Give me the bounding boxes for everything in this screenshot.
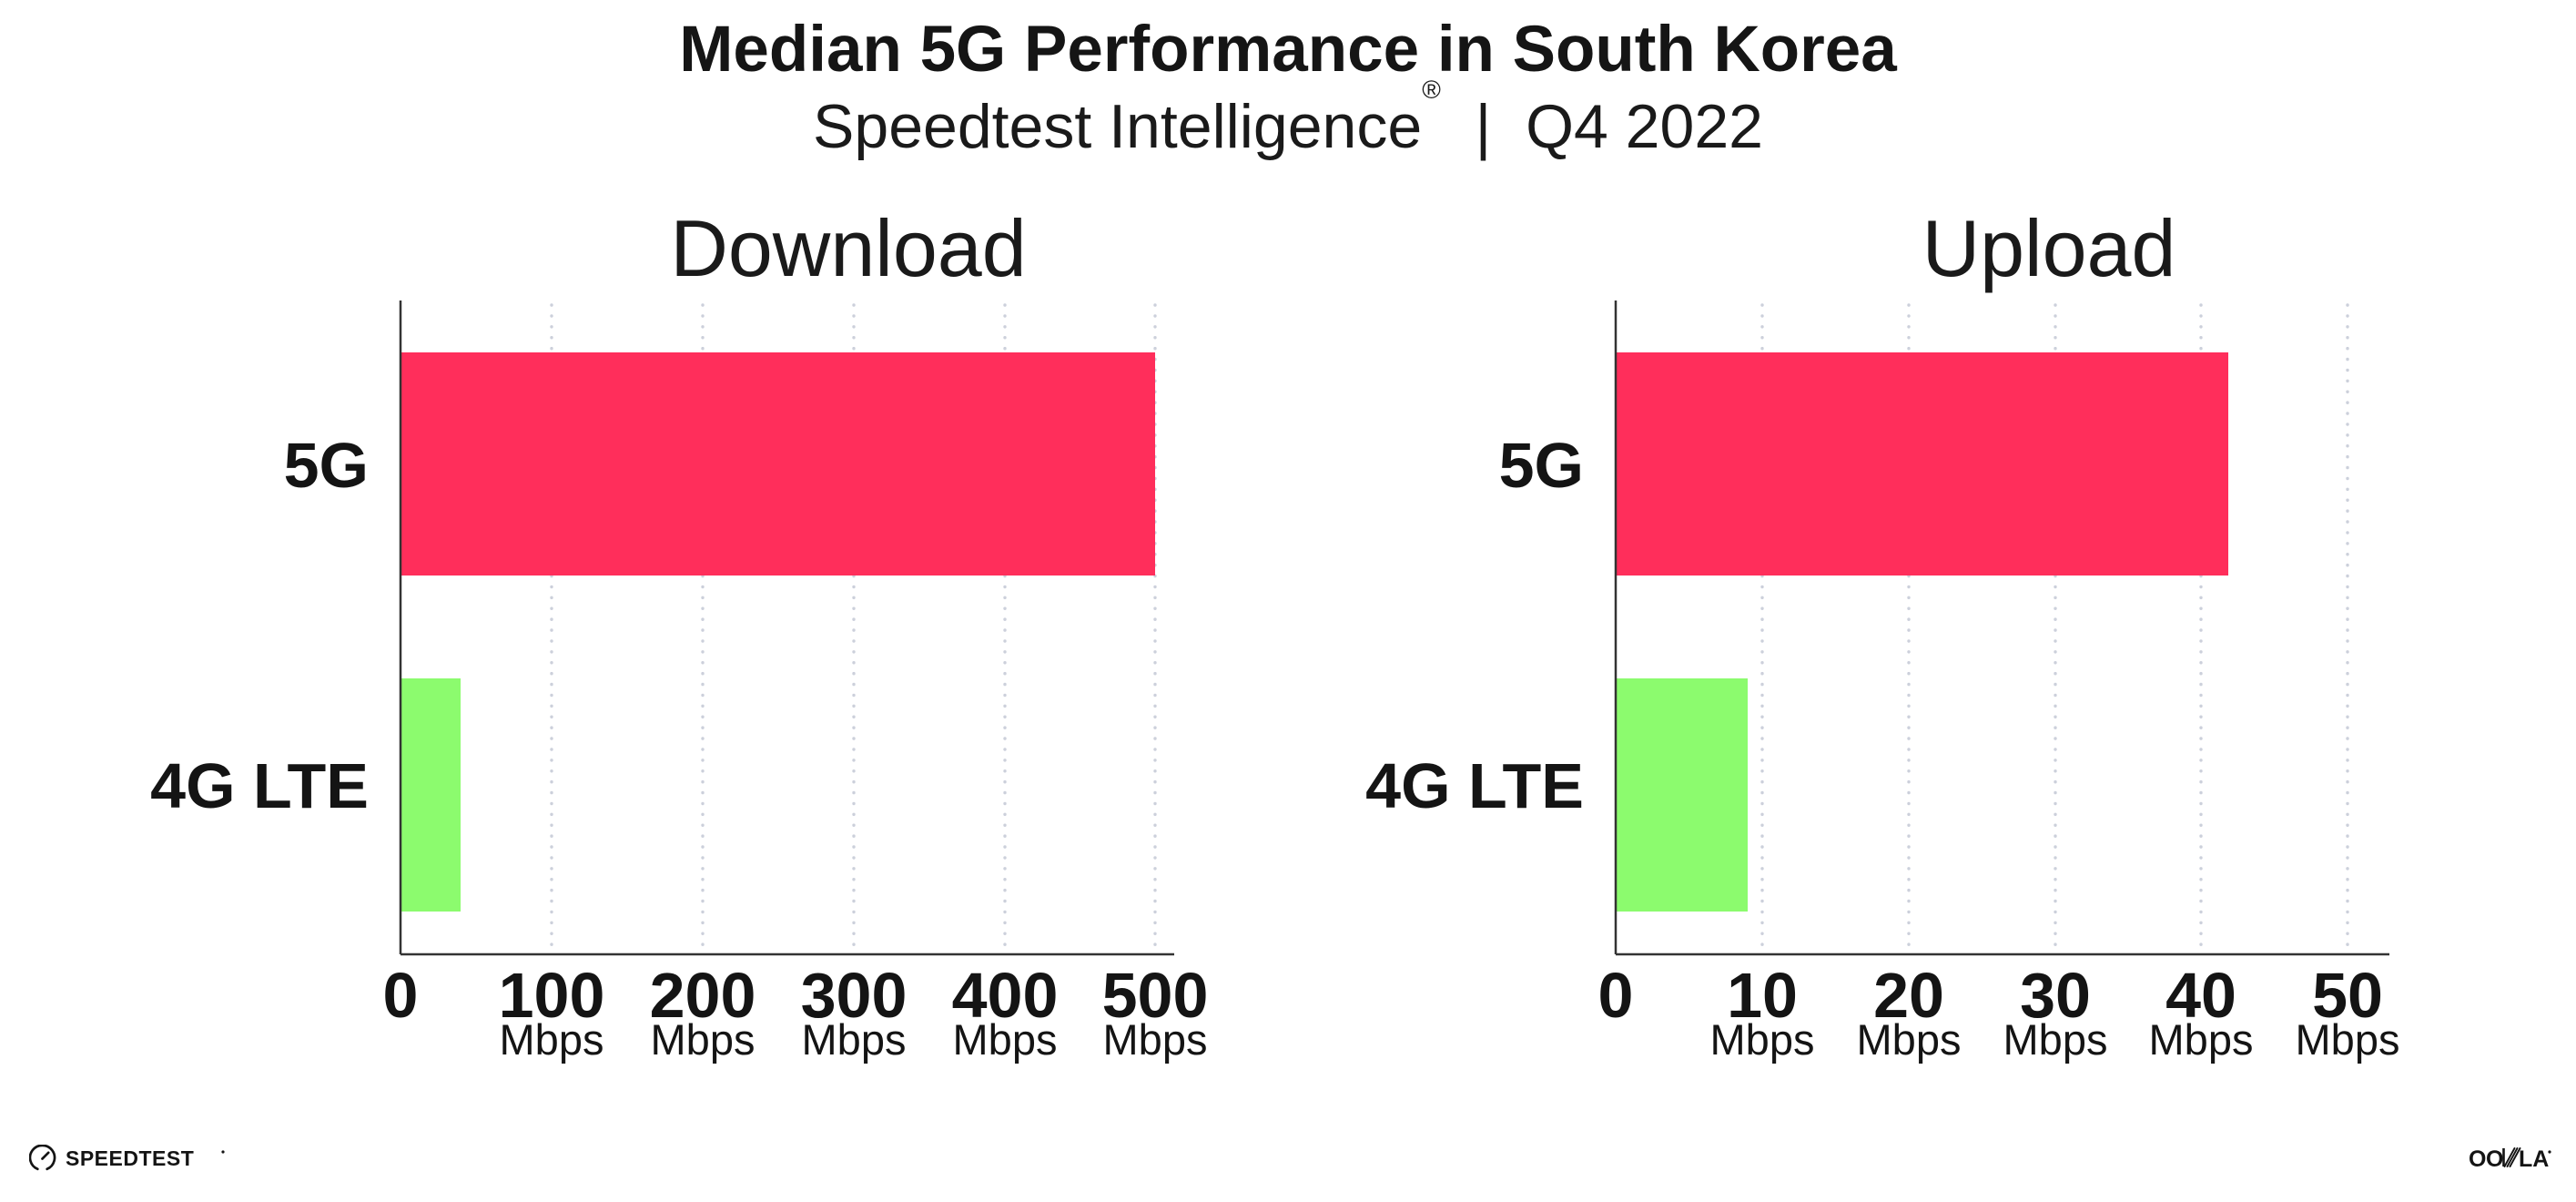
svg-text:5G: 5G <box>1499 430 1584 501</box>
svg-text:0: 0 <box>383 960 419 1031</box>
svg-text:Mbps: Mbps <box>1710 1015 1815 1064</box>
svg-text:Mbps: Mbps <box>500 1015 604 1064</box>
svg-text:SPEEDTEST: SPEEDTEST <box>66 1146 194 1170</box>
svg-text:4G LTE: 4G LTE <box>1365 750 1584 821</box>
svg-text:LA: LA <box>2519 1146 2549 1172</box>
svg-text:OO: OO <box>2469 1146 2503 1172</box>
svg-text:Mbps: Mbps <box>2003 1015 2108 1064</box>
svg-text:0: 0 <box>1598 960 1634 1031</box>
svg-text:Mbps: Mbps <box>1857 1015 1962 1064</box>
svg-text:Mbps: Mbps <box>2149 1015 2254 1064</box>
svg-text:Mbps: Mbps <box>651 1015 756 1064</box>
svg-text:Mbps: Mbps <box>2296 1015 2400 1064</box>
svg-text:4G LTE: 4G LTE <box>150 750 369 821</box>
svg-text:Mbps: Mbps <box>1103 1015 1208 1064</box>
svg-text:5G: 5G <box>284 430 369 501</box>
svg-text:Mbps: Mbps <box>953 1015 1058 1064</box>
svg-text:Mbps: Mbps <box>802 1015 907 1064</box>
